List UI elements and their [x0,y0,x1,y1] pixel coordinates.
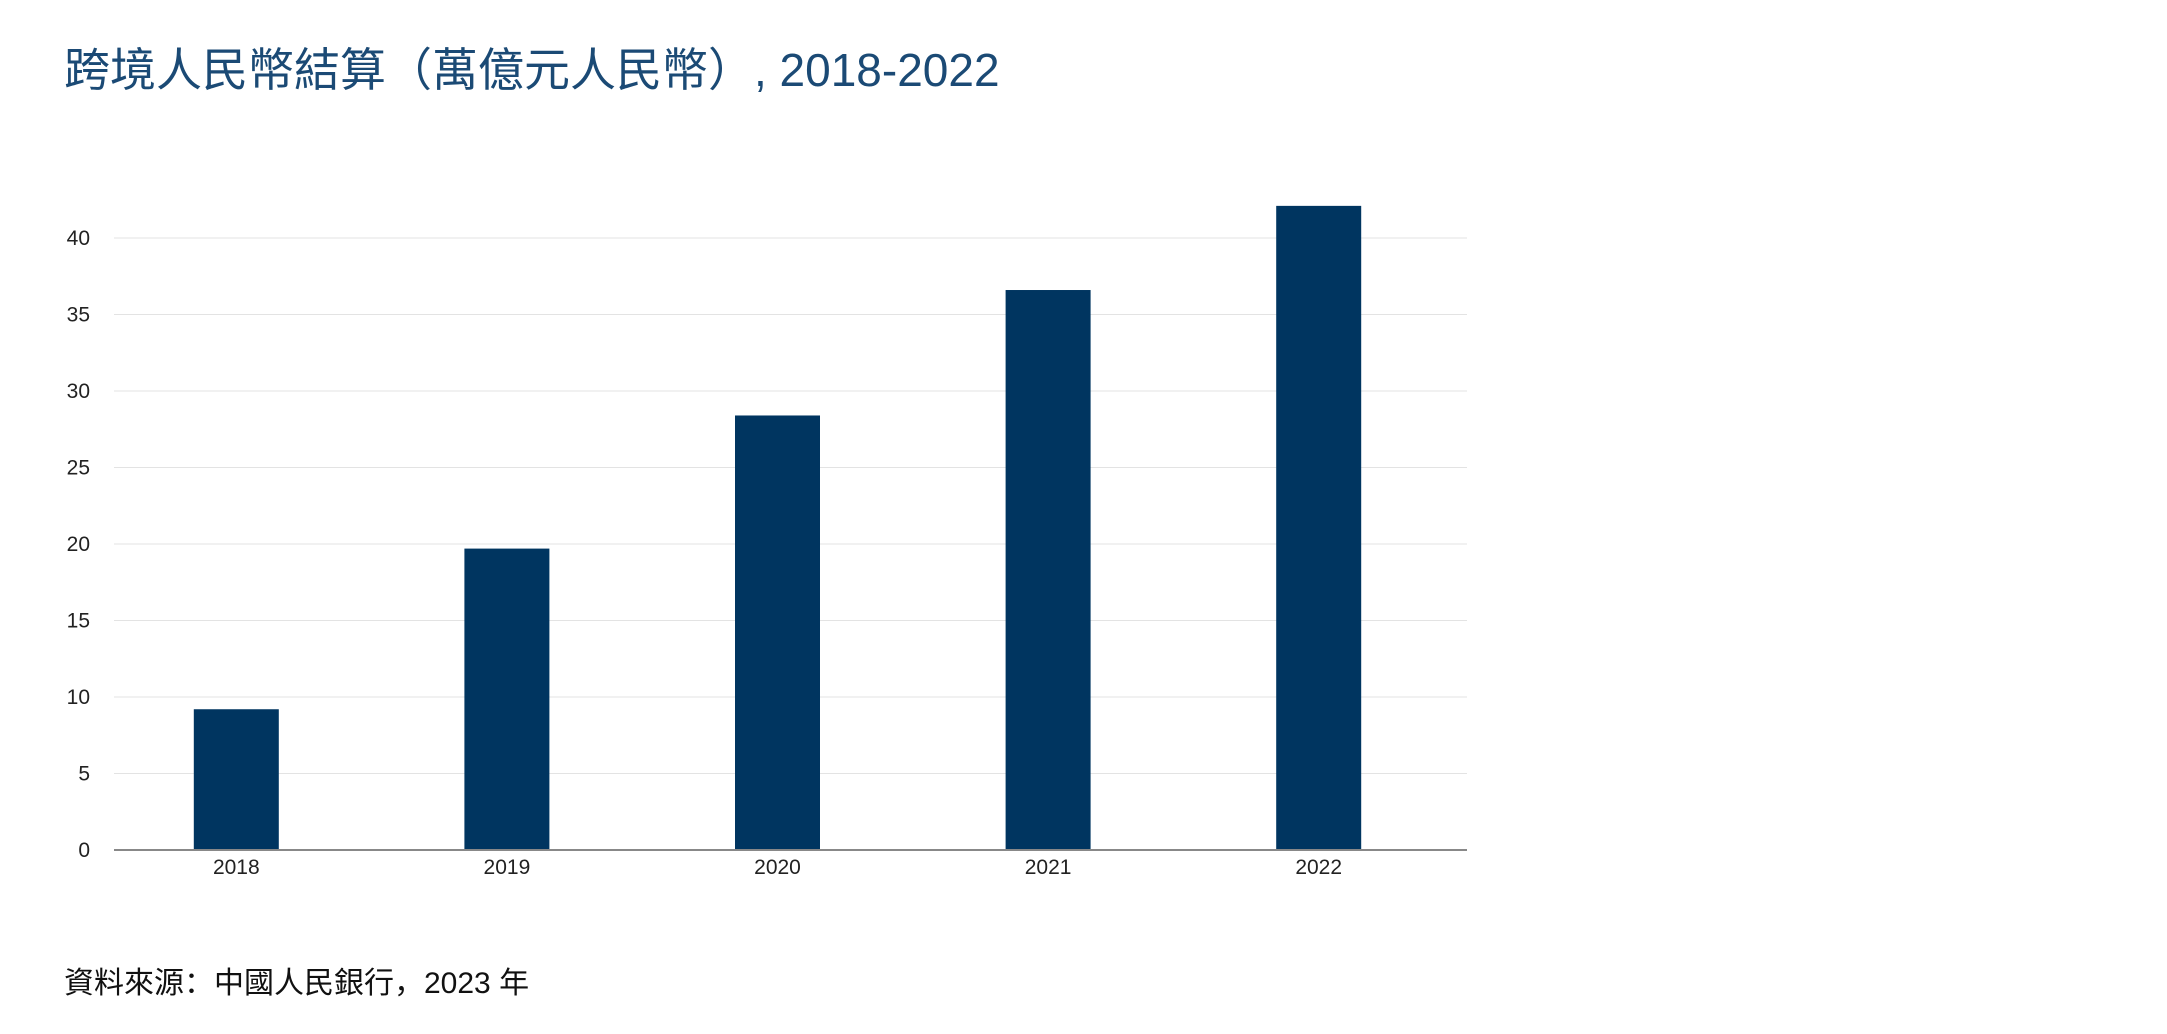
bar-2018 [193,709,279,850]
bar-chart: 0 5 10 15 20 25 30 35 40 2018 2019 2020 2021 2022 [67,205,1467,879]
y-tick-label: 10 [67,686,90,709]
x-tick-label: 2018 [213,856,260,879]
y-tick-label: 15 [67,610,90,633]
y-tick-label: 20 [67,533,90,556]
y-axis-ticks: 0 5 10 15 20 25 30 35 40 [67,227,90,862]
bar-2019 [464,548,550,850]
bar-2021 [1005,290,1091,850]
x-tick-label: 2022 [1295,856,1342,879]
x-tick-label: 2019 [484,856,531,879]
y-tick-label: 35 [67,304,90,327]
x-tick-label: 2021 [1025,856,1072,879]
chart-title: 跨境人民幣結算（萬億元人民幣）, 2018-2022 [64,44,1000,96]
x-tick-label: 2020 [754,856,801,879]
x-axis-ticks: 2018 2019 2020 2021 2022 [213,856,1342,879]
y-tick-label: 25 [67,457,90,480]
bar-2020 [735,415,820,850]
y-tick-label: 5 [78,763,90,786]
bar-2022 [1276,205,1362,850]
source-note: 資料來源：中國人民銀行，2023 年 [64,967,530,1000]
y-tick-label: 30 [67,380,90,403]
bars [193,205,1362,850]
y-tick-label: 40 [67,227,90,250]
y-tick-label: 0 [78,839,90,862]
